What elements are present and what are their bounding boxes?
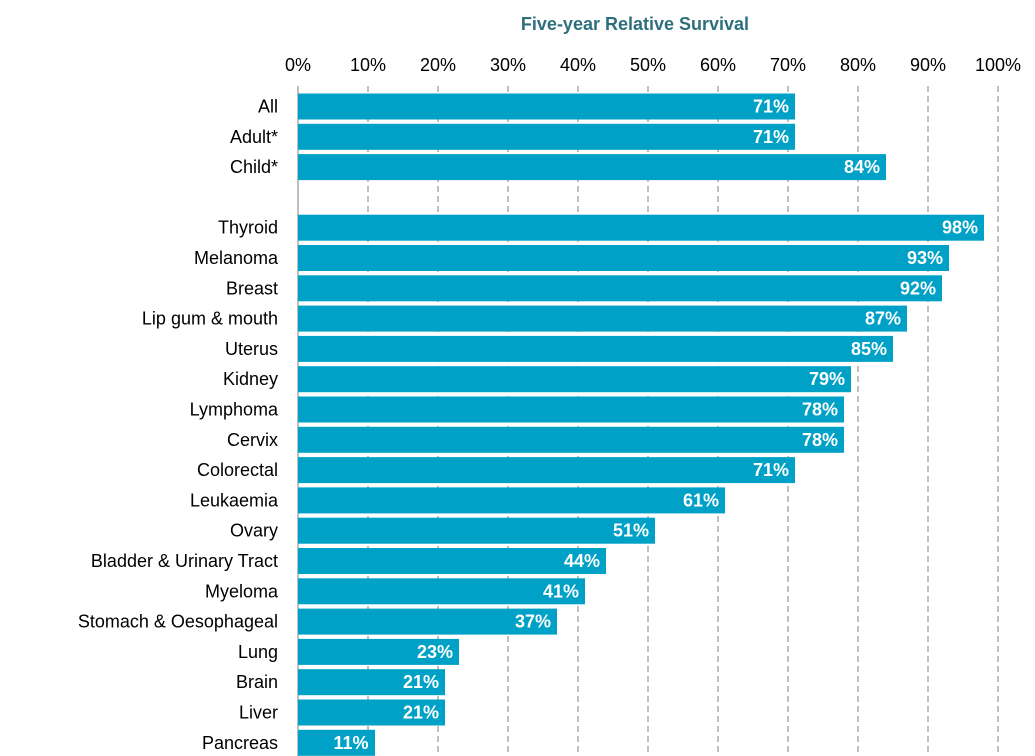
data-label: 21% bbox=[403, 703, 439, 723]
data-label: 71% bbox=[753, 127, 789, 147]
x-tick-label: 70% bbox=[770, 55, 806, 75]
bars bbox=[298, 93, 984, 756]
bar bbox=[298, 123, 795, 150]
bar bbox=[298, 93, 795, 120]
data-label: 87% bbox=[865, 309, 901, 329]
category-label: Myeloma bbox=[205, 581, 279, 601]
category-label: Leukaemia bbox=[190, 490, 279, 510]
data-label: 41% bbox=[543, 581, 579, 601]
data-label: 23% bbox=[417, 642, 453, 662]
bar bbox=[298, 487, 725, 514]
data-label: 61% bbox=[683, 490, 719, 510]
data-label: 84% bbox=[844, 157, 880, 177]
bar bbox=[298, 275, 942, 302]
data-label: 37% bbox=[515, 612, 551, 632]
category-label: Stomach & Oesophageal bbox=[78, 612, 278, 632]
category-label: Thyroid bbox=[218, 218, 278, 238]
bar bbox=[298, 366, 851, 393]
data-label: 85% bbox=[851, 339, 887, 359]
category-label: Colorectal bbox=[197, 460, 278, 480]
x-tick-label: 40% bbox=[560, 55, 596, 75]
bar bbox=[298, 699, 445, 726]
x-tick-label: 80% bbox=[840, 55, 876, 75]
bar bbox=[298, 457, 795, 484]
bar bbox=[298, 426, 844, 453]
x-tick-label: 100% bbox=[975, 55, 1021, 75]
x-tick-label: 10% bbox=[350, 55, 386, 75]
bar bbox=[298, 154, 886, 181]
category-label: Adult* bbox=[230, 127, 278, 147]
bar bbox=[298, 638, 459, 665]
category-label: Ovary bbox=[230, 521, 278, 541]
bar bbox=[298, 335, 893, 362]
category-label: Lung bbox=[238, 642, 278, 662]
bar bbox=[298, 608, 557, 635]
data-label: 71% bbox=[753, 460, 789, 480]
category-label: Cervix bbox=[227, 430, 278, 450]
bar bbox=[298, 396, 844, 423]
bar bbox=[298, 669, 445, 696]
data-label: 51% bbox=[613, 521, 649, 541]
category-label: Breast bbox=[226, 278, 278, 298]
data-label: 21% bbox=[403, 672, 439, 692]
data-label: 92% bbox=[900, 278, 936, 298]
data-labels: 71% 71% 84% 98% 93% 92% 87% 85% 79% 78% 78% 71% 61% 5… bbox=[333, 97, 978, 753]
bar bbox=[298, 729, 375, 756]
bar bbox=[298, 578, 585, 605]
category-label: Lip gum & mouth bbox=[142, 309, 278, 329]
data-label: 78% bbox=[802, 400, 838, 420]
category-label: Liver bbox=[239, 703, 278, 723]
x-tick-label: 20% bbox=[420, 55, 456, 75]
category-label: Kidney bbox=[223, 369, 278, 389]
category-label: Melanoma bbox=[194, 248, 279, 268]
data-label: 93% bbox=[907, 248, 943, 268]
x-tick-label: 30% bbox=[490, 55, 526, 75]
x-tick-label: 50% bbox=[630, 55, 666, 75]
data-label: 98% bbox=[942, 218, 978, 238]
x-tick-label: 60% bbox=[700, 55, 736, 75]
data-label: 78% bbox=[802, 430, 838, 450]
data-label: 44% bbox=[564, 551, 600, 571]
bar bbox=[298, 214, 984, 241]
bar bbox=[298, 245, 949, 271]
category-label: Child* bbox=[230, 157, 278, 177]
bar bbox=[298, 517, 655, 544]
category-label: Brain bbox=[236, 672, 278, 692]
chart-title: Five-year Relative Survival bbox=[521, 14, 749, 34]
data-label: 71% bbox=[753, 97, 789, 117]
category-label: Bladder & Urinary Tract bbox=[91, 551, 278, 571]
data-label: 11% bbox=[333, 733, 368, 753]
category-label: Pancreas bbox=[202, 733, 278, 753]
x-tick-label: 0% bbox=[285, 55, 311, 75]
category-label: Uterus bbox=[225, 339, 278, 359]
x-tick-label: 90% bbox=[910, 55, 946, 75]
bar bbox=[298, 548, 606, 574]
data-label: 79% bbox=[809, 369, 845, 389]
category-label: Lymphoma bbox=[190, 400, 279, 420]
category-label: All bbox=[258, 97, 278, 117]
x-axis-ticks: 0% 10% 20% 30% 40% 50% 60% 70% 80% 90% 100% bbox=[285, 55, 1021, 75]
bar bbox=[298, 305, 907, 332]
category-labels: All Adult* Child* Thyroid Melanoma Breast Lip … bbox=[78, 97, 279, 753]
